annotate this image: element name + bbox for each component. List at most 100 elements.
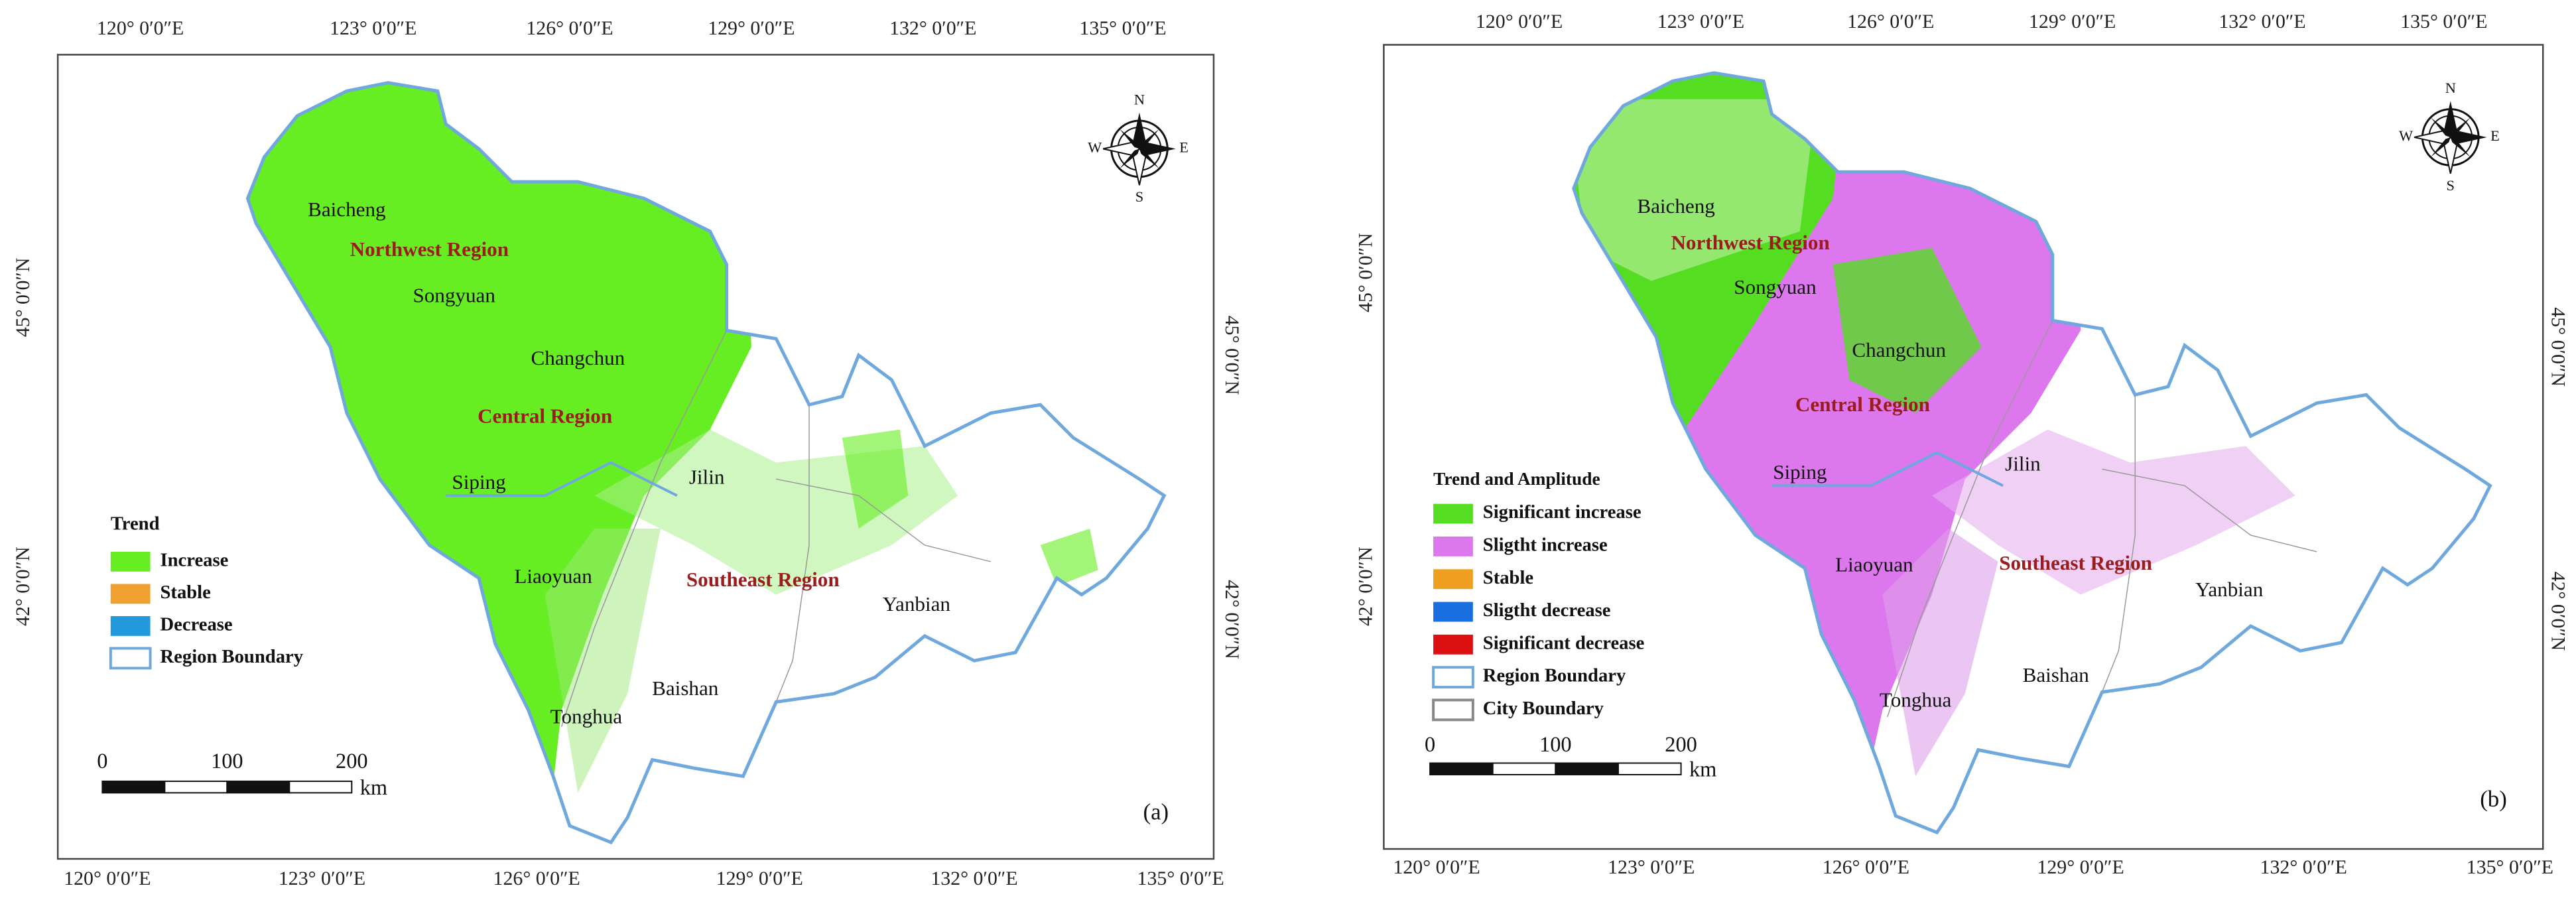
legend-label: Increase [161,549,229,570]
scale-segment [1555,762,1619,775]
city-label: Baicheng [308,198,385,221]
scale-segment [1492,762,1557,775]
scale-segment [226,780,290,794]
lon-tick-label: 120° 0′0″E [64,868,151,889]
scale-label: 100 [1539,732,1572,756]
compass-label: W [1088,139,1102,156]
legend-label: City Boundary [1483,698,1604,719]
compass-label: E [1179,139,1189,156]
lat-tick-label: 45° 0′0″N [1221,316,1243,395]
legend-title: Trend and Amplitude [1433,469,1600,489]
lon-tick-label: 135° 0′0″E [1079,17,1166,39]
city-label: Liaoyuan [1835,552,1913,576]
region-label: Central Region [478,404,612,427]
legend-title: Trend [111,513,160,535]
legend-swatch [1433,569,1473,590]
city-label: Yanbian [883,592,951,615]
city-label: Changchun [531,346,625,369]
legend-swatch [1433,634,1473,655]
lon-tick-label: 126° 0′0″E [1847,11,1934,32]
scale-label: 200 [1665,732,1697,756]
panel-label: (a) [1143,799,1169,825]
legend-swatch [1432,666,1474,689]
legend-swatch [110,551,151,572]
lat-tick-label: 42° 0′0″N [2547,572,2569,651]
lon-tick-label: 135° 0′0″E [2467,856,2553,878]
scale-unit: km [360,775,387,799]
legend-swatch [110,584,151,604]
lon-tick-label: 120° 0′0″E [1393,856,1480,878]
lon-tick-label: 123° 0′0″E [330,17,417,39]
lon-tick-label: 120° 0′0″E [1476,11,1563,32]
lon-tick-label: 129° 0′0″E [2029,11,2116,32]
region-label: Central Region [1795,393,1930,416]
lat-tick-label: 42° 0′0″N [1354,547,1376,626]
legend-label: Stable [161,582,211,603]
lon-tick-label: 120° 0′0″E [97,17,184,39]
city-label: Tonghua [1880,688,1952,712]
legend-swatch [110,615,151,636]
legend-swatch [109,647,152,670]
legend-label: Sligtht increase [1483,534,1608,555]
city-label: Baishan [2023,663,2090,686]
legend-label: Sligtht decrease [1483,600,1611,621]
city-label: Baishan [652,676,719,700]
city-label: Jilin [689,465,725,488]
compass-label: N [2445,80,2456,96]
city-label: Siping [1773,460,1827,483]
lon-tick-label: 123° 0′0″E [1608,856,1695,878]
lat-tick-label: 42° 0′0″N [1221,580,1243,659]
lon-tick-label: 129° 0′0″E [2037,856,2124,878]
region-label: Northwest Region [350,237,509,261]
scale-segment [101,780,166,794]
legend-label: Significant increase [1483,501,1642,523]
compass-label: E [2490,127,2500,144]
lon-tick-label: 129° 0′0″E [716,868,803,889]
region-label: Southeast Region [1999,551,2152,574]
scale-label: 0 [1425,732,1435,756]
lon-tick-label: 135° 0′0″E [1137,868,1224,889]
lat-tick-label: 45° 0′0″N [12,258,34,338]
lat-tick-label: 45° 0′0″N [1354,233,1376,312]
city-label: Baicheng [1637,194,1714,218]
lon-tick-label: 126° 0′0″E [1823,856,1909,878]
lon-tick-label: 129° 0′0″E [708,17,795,39]
city-label: Liaoyuan [514,564,592,588]
lon-tick-label: 123° 0′0″E [1657,11,1744,32]
legend-swatch [1433,602,1473,622]
legend-label: Region Boundary [1483,665,1626,686]
panel-label: (b) [2480,786,2507,812]
lon-tick-label: 132° 0′0″E [2219,11,2305,32]
region-label: Northwest Region [1671,231,1829,254]
compass-label: W [2399,127,2414,144]
scale-label: 200 [336,749,368,773]
lon-tick-label: 132° 0′0″E [931,868,1017,889]
legend-label: Stable [1483,567,1533,588]
city-label: Songyuan [413,284,495,307]
lat-tick-label: 42° 0′0″N [12,547,34,626]
city-label: Songyuan [1734,275,1817,298]
lat-tick-label: 45° 0′0″N [2547,307,2569,387]
lon-tick-label: 135° 0′0″E [2400,11,2487,32]
scale-segment [1617,762,1682,775]
legend-swatch [1433,503,1473,524]
lon-tick-label: 132° 0′0″E [889,17,976,39]
city-label: Changchun [1852,338,1946,361]
compass-label: N [1134,91,1145,107]
lon-tick-label: 132° 0′0″E [2260,856,2347,878]
scale-label: 0 [97,749,107,773]
scale-segment [1429,762,1494,775]
scale-label: 100 [211,749,243,773]
city-label: Jilin [2005,452,2041,476]
scale-segment [289,780,353,794]
legend-label: Decrease [161,613,233,635]
scale-unit: km [1689,757,1716,781]
city-label: Yanbian [2195,578,2264,601]
city-label: Siping [452,470,505,493]
compass-label: S [2447,177,2455,194]
lon-tick-label: 123° 0′0″E [279,868,365,889]
legend-swatch [1433,536,1473,556]
scale-segment [164,780,228,794]
legend-label: Significant decrease [1483,632,1645,653]
